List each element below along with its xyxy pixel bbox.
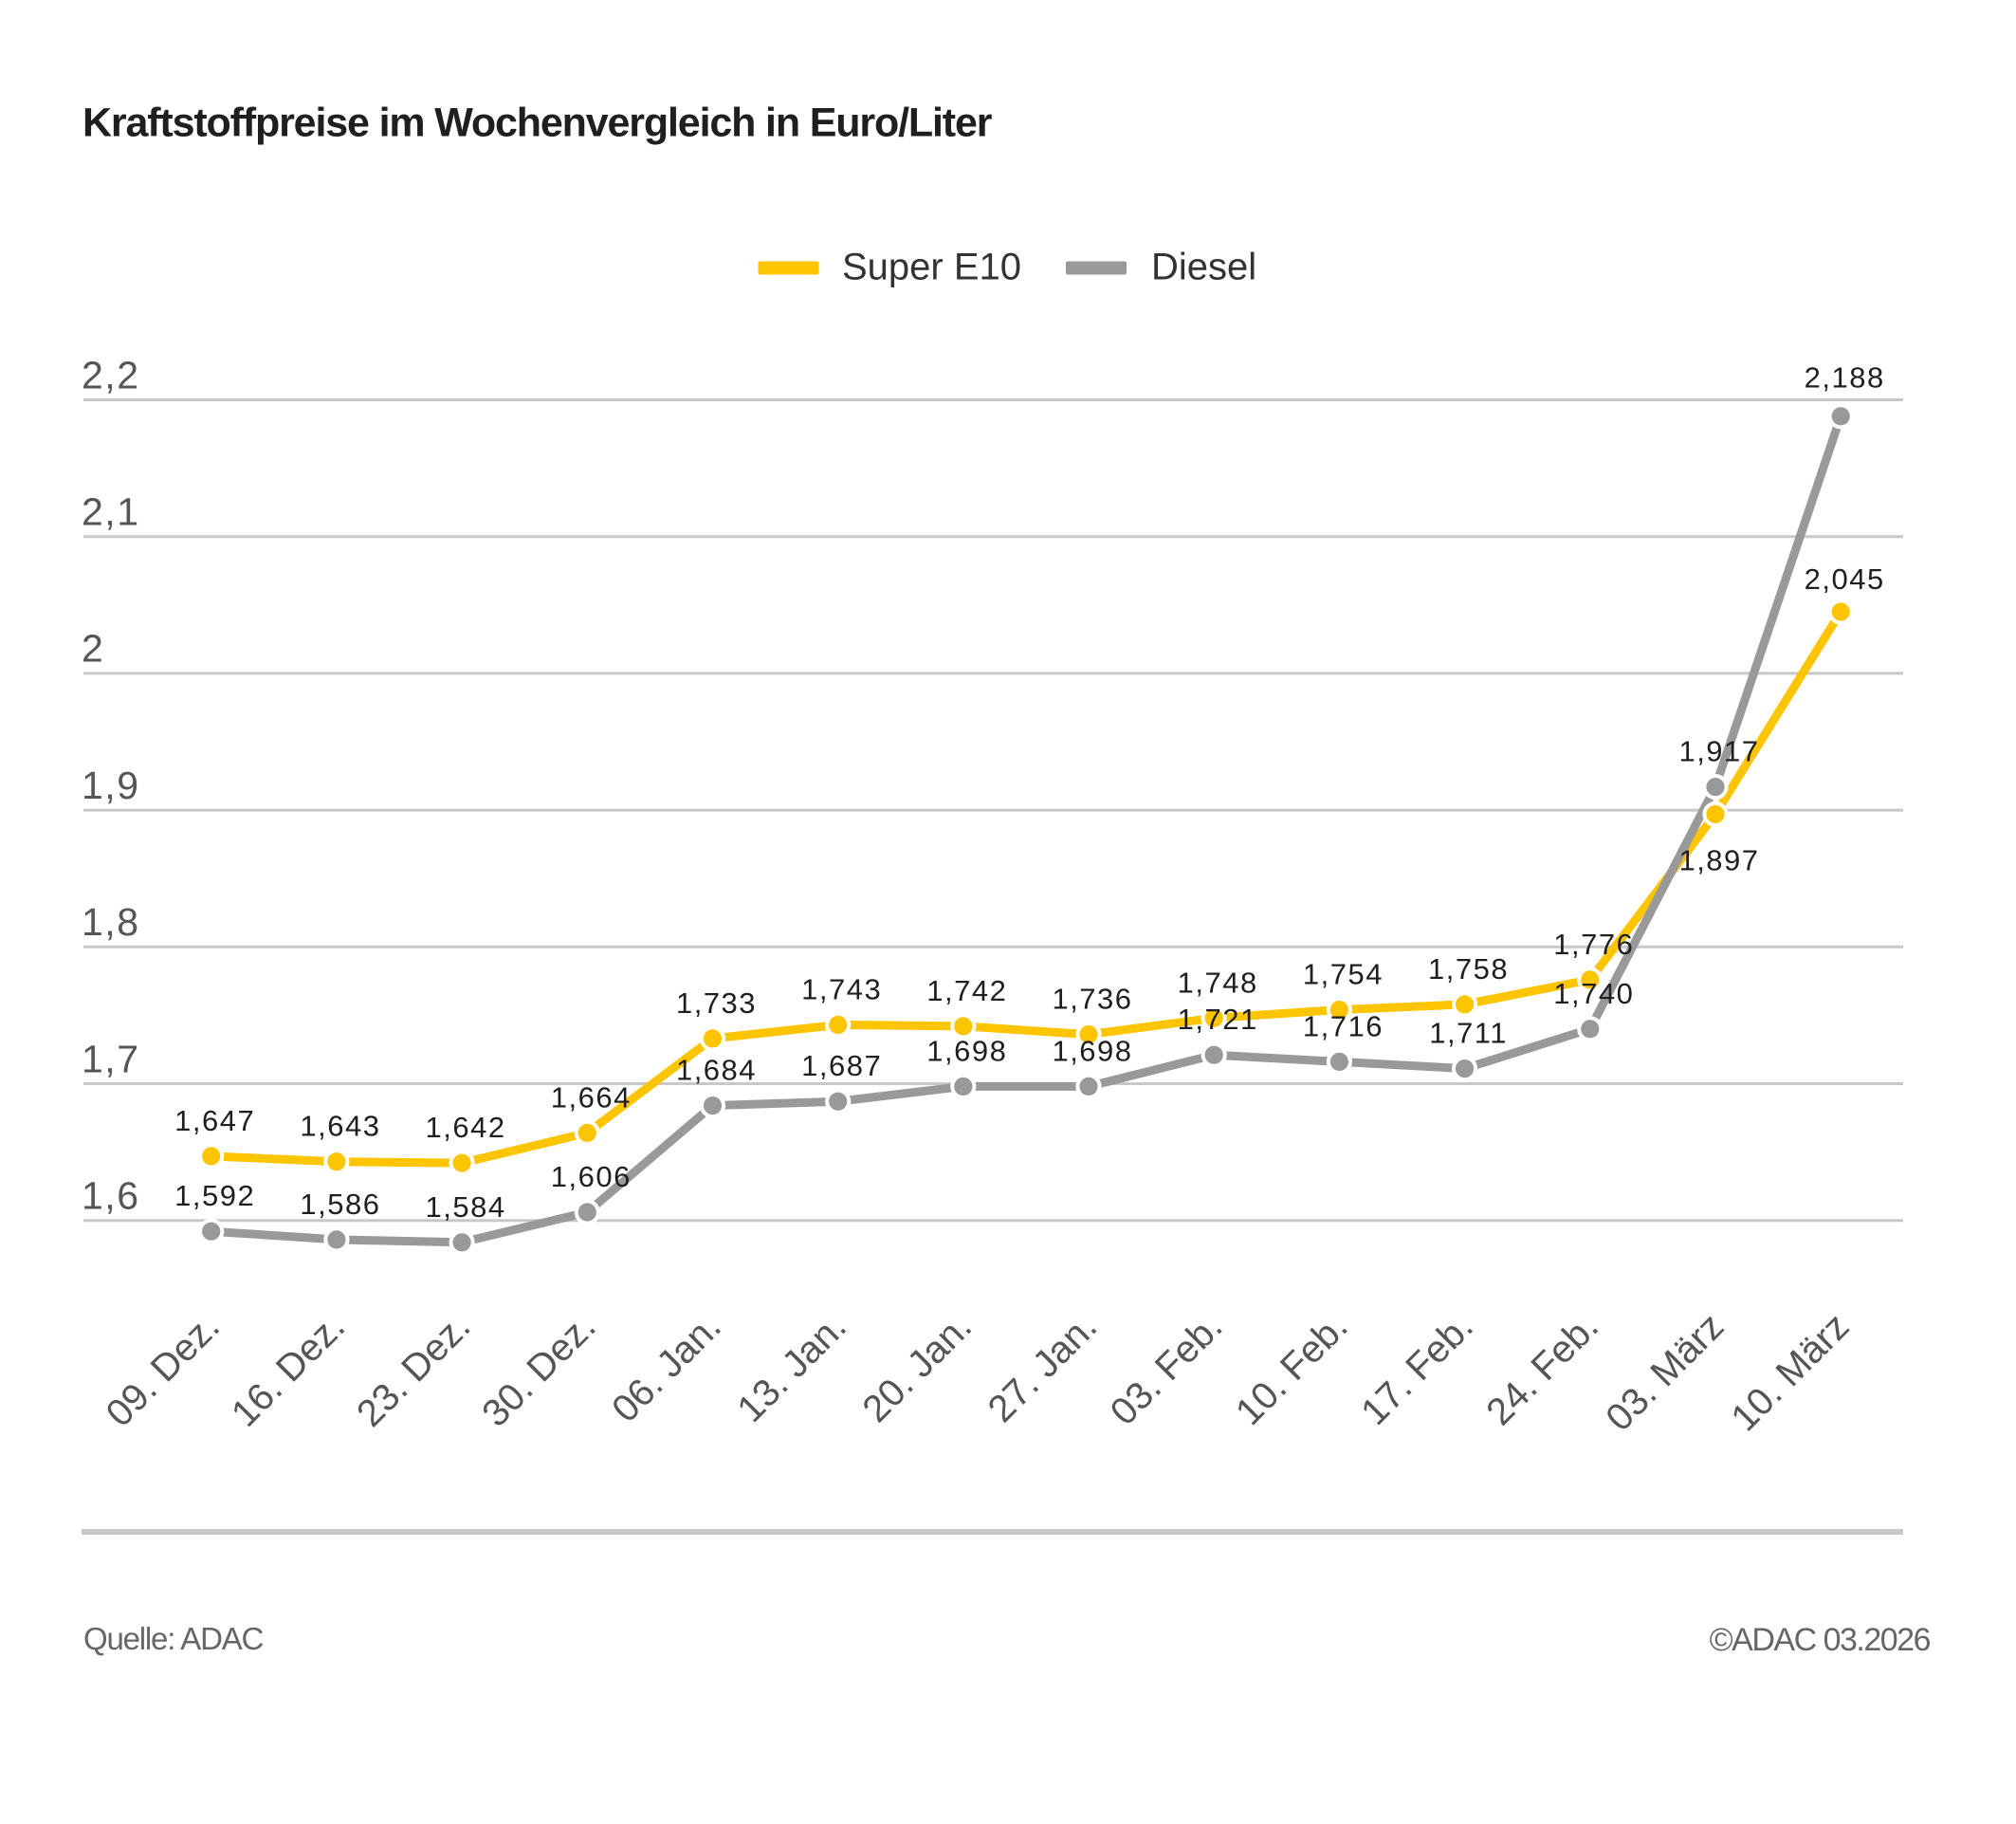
svg-text:1,758: 1,758	[1428, 952, 1509, 986]
svg-text:1,684: 1,684	[676, 1054, 757, 1087]
svg-text:1,754: 1,754	[1303, 958, 1384, 991]
svg-text:1,721: 1,721	[1178, 1003, 1258, 1036]
svg-text:1,716: 1,716	[1303, 1009, 1384, 1042]
svg-text:1,736: 1,736	[1052, 983, 1132, 1016]
svg-text:1,9: 1,9	[82, 764, 140, 807]
svg-text:1,586: 1,586	[300, 1188, 380, 1221]
svg-text:Quelle: ADAC: Quelle: ADAC	[83, 1621, 264, 1656]
svg-text:1,8: 1,8	[82, 900, 140, 944]
svg-text:1,733: 1,733	[676, 986, 757, 1020]
svg-text:1,643: 1,643	[300, 1110, 380, 1143]
svg-text:1,897: 1,897	[1678, 843, 1759, 876]
svg-text:1,742: 1,742	[926, 974, 1007, 1007]
svg-text:©ADAC 03.2026: ©ADAC 03.2026	[1710, 1622, 1931, 1658]
svg-text:1,698: 1,698	[926, 1034, 1007, 1067]
svg-text:1,584: 1,584	[426, 1190, 506, 1224]
svg-text:2,1: 2,1	[82, 490, 140, 534]
svg-text:2,188: 2,188	[1805, 360, 1885, 394]
svg-text:1,698: 1,698	[1052, 1034, 1132, 1067]
svg-text:1,711: 1,711	[1429, 1017, 1508, 1050]
svg-text:1,7: 1,7	[82, 1037, 140, 1080]
svg-text:1,748: 1,748	[1178, 966, 1258, 999]
svg-text:Diesel: Diesel	[1151, 247, 1256, 288]
svg-text:1,592: 1,592	[174, 1179, 255, 1212]
svg-text:1,743: 1,743	[801, 973, 882, 1006]
svg-text:2,2: 2,2	[82, 353, 140, 396]
svg-text:2: 2	[82, 627, 104, 671]
svg-text:1,664: 1,664	[551, 1080, 632, 1114]
svg-text:Super E10: Super E10	[842, 247, 1021, 288]
svg-text:1,917: 1,917	[1678, 735, 1759, 768]
svg-text:1,740: 1,740	[1553, 977, 1634, 1010]
svg-text:Kraftstoffpreise im Wochenverg: Kraftstoffpreise im Wochenvergleich in E…	[82, 101, 993, 146]
svg-text:2,045: 2,045	[1805, 562, 1885, 596]
svg-text:1,687: 1,687	[801, 1049, 882, 1082]
svg-text:1,647: 1,647	[174, 1104, 255, 1137]
svg-text:1,776: 1,776	[1553, 928, 1634, 961]
svg-text:1,6: 1,6	[82, 1174, 140, 1218]
svg-text:1,642: 1,642	[426, 1111, 506, 1144]
svg-text:1,606: 1,606	[551, 1160, 632, 1193]
